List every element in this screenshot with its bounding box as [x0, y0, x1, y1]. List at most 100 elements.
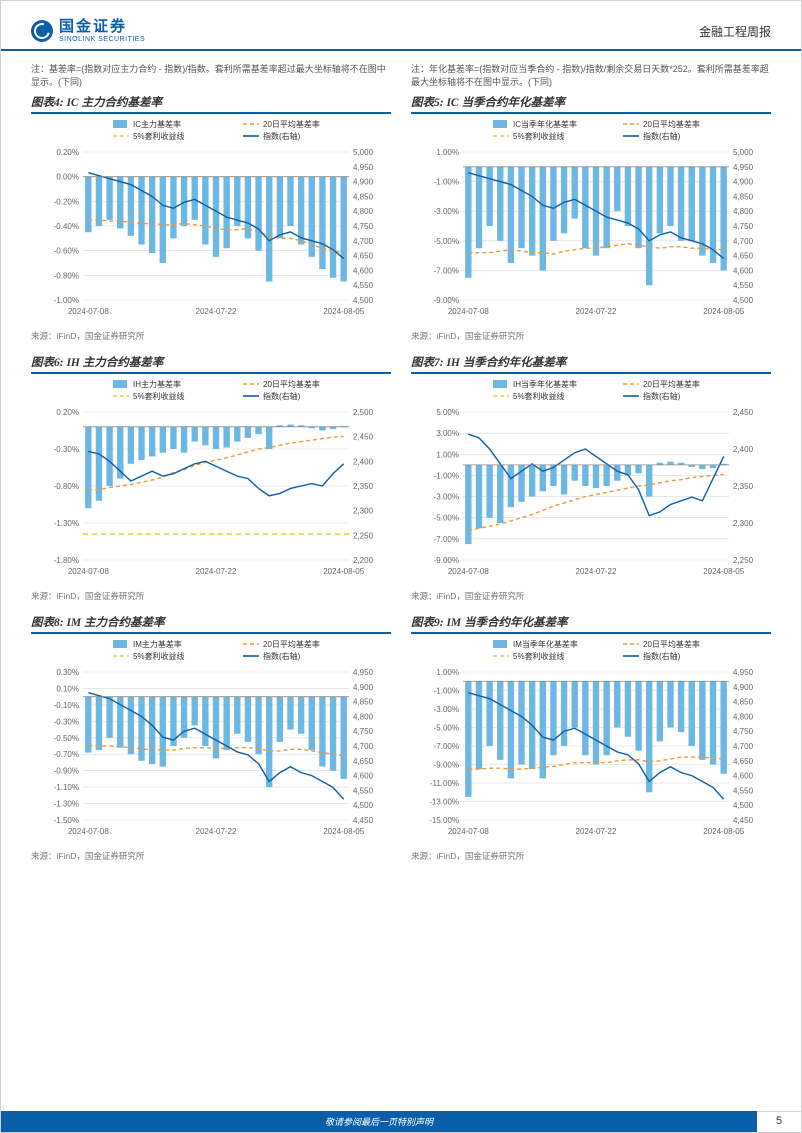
svg-text:4,750: 4,750 — [353, 728, 374, 737]
svg-text:4,500: 4,500 — [353, 296, 374, 305]
svg-text:-1.00%: -1.00% — [434, 472, 459, 481]
svg-text:2024-07-22: 2024-07-22 — [576, 567, 617, 576]
svg-text:-9.00%: -9.00% — [434, 556, 459, 565]
svg-text:-11.00%: -11.00% — [430, 779, 459, 788]
svg-text:4,700: 4,700 — [733, 742, 754, 751]
svg-text:4,900: 4,900 — [733, 683, 754, 692]
chart7: 图表7: IH 当季合约年化基差率5.00%3.00%1.00%-1.00%-3… — [411, 354, 771, 608]
chart-title: 图表6: IH 主力合约基差率 — [31, 354, 391, 374]
svg-text:4,850: 4,850 — [733, 193, 754, 202]
svg-text:-5.00%: -5.00% — [434, 514, 459, 523]
svg-text:4,650: 4,650 — [353, 757, 374, 766]
chart-svg: 0.20%-0.30%-0.80%-1.30%-1.80%2,5002,4502… — [31, 378, 391, 588]
svg-text:2024-07-08: 2024-07-08 — [68, 307, 109, 316]
svg-text:2,250: 2,250 — [353, 532, 374, 541]
svg-text:4,650: 4,650 — [733, 252, 754, 261]
svg-text:20日平均基差率: 20日平均基差率 — [263, 379, 320, 389]
svg-text:4,750: 4,750 — [353, 222, 374, 231]
logo-icon — [31, 20, 53, 42]
svg-text:4,450: 4,450 — [733, 816, 754, 825]
svg-text:4,600: 4,600 — [733, 772, 754, 781]
svg-text:5%套利收益线: 5%套利收益线 — [133, 651, 185, 661]
svg-text:2024-07-08: 2024-07-08 — [448, 307, 489, 316]
svg-text:指数(右轴): 指数(右轴) — [643, 391, 681, 401]
svg-text:4,550: 4,550 — [353, 787, 374, 796]
svg-text:-1.50%: -1.50% — [54, 816, 79, 825]
svg-text:-1.00%: -1.00% — [434, 178, 459, 187]
chart-source: 来源：iFinD，国金证券研究所 — [411, 590, 771, 602]
chart-source: 来源：iFinD，国金证券研究所 — [31, 330, 391, 342]
svg-text:2,350: 2,350 — [733, 482, 754, 491]
svg-text:20日平均基差率: 20日平均基差率 — [643, 639, 700, 649]
svg-text:2024-07-08: 2024-07-08 — [448, 827, 489, 836]
svg-text:5.00%: 5.00% — [436, 408, 459, 417]
svg-text:-0.80%: -0.80% — [54, 482, 79, 491]
svg-text:-0.30%: -0.30% — [54, 445, 79, 454]
chart5: 图表5: IC 当季合约年化基差率1.00%-1.00%-3.00%-5.00%… — [411, 94, 771, 348]
svg-text:-9.00%: -9.00% — [434, 761, 459, 770]
svg-text:4,450: 4,450 — [353, 816, 374, 825]
chart-svg: 0.30%0.10%-0.10%-0.30%-0.50%-0.70%-0.90%… — [31, 638, 391, 848]
svg-text:4,900: 4,900 — [353, 683, 374, 692]
svg-text:-13.00%: -13.00% — [429, 798, 459, 807]
svg-text:4,950: 4,950 — [733, 668, 754, 677]
svg-text:2024-07-22: 2024-07-22 — [196, 567, 237, 576]
svg-text:-15.00%: -15.00% — [429, 816, 459, 825]
svg-text:IH主力基差率: IH主力基差率 — [133, 379, 181, 389]
svg-text:IM当季年化基差率: IM当季年化基差率 — [513, 639, 578, 649]
svg-text:2024-07-08: 2024-07-08 — [68, 827, 109, 836]
chart-source: 来源：iFinD，国金证券研究所 — [31, 590, 391, 602]
svg-text:1.00%: 1.00% — [436, 451, 459, 460]
content: 注：基差率=(指数对应主力合约 - 指数)/指数。套利所需基差率超过最大坐标轴将… — [1, 51, 801, 868]
svg-text:2024-07-22: 2024-07-22 — [576, 307, 617, 316]
svg-text:-5.00%: -5.00% — [434, 724, 459, 733]
svg-text:4,600: 4,600 — [353, 772, 374, 781]
svg-text:4,850: 4,850 — [353, 698, 374, 707]
svg-text:0.20%: 0.20% — [56, 408, 79, 417]
svg-text:0.00%: 0.00% — [56, 173, 79, 182]
chart-title: 图表8: IM 主力合约基差率 — [31, 614, 391, 634]
charts-grid: 图表4: IC 主力合约基差率0.20%0.00%-0.20%-0.40%-0.… — [31, 94, 771, 868]
svg-text:20日平均基差率: 20日平均基差率 — [643, 119, 700, 129]
chart-source: 来源：iFinD，国金证券研究所 — [31, 850, 391, 862]
svg-text:IC主力基差率: IC主力基差率 — [133, 119, 181, 129]
svg-text:20日平均基差率: 20日平均基差率 — [263, 639, 320, 649]
svg-text:5%套利收益线: 5%套利收益线 — [513, 131, 565, 141]
svg-text:4,750: 4,750 — [733, 222, 754, 231]
svg-text:2024-07-22: 2024-07-22 — [196, 827, 237, 836]
svg-text:5%套利收益线: 5%套利收益线 — [513, 651, 565, 661]
svg-text:0.20%: 0.20% — [56, 148, 79, 157]
svg-text:20日平均基差率: 20日平均基差率 — [263, 119, 320, 129]
svg-text:-1.30%: -1.30% — [54, 519, 79, 528]
svg-text:2,400: 2,400 — [733, 445, 754, 454]
svg-text:IC当季年化基差率: IC当季年化基差率 — [513, 119, 577, 129]
svg-text:2,250: 2,250 — [733, 556, 754, 565]
svg-text:4,950: 4,950 — [353, 163, 374, 172]
svg-text:指数(右轴): 指数(右轴) — [263, 391, 301, 401]
svg-text:2,450: 2,450 — [733, 408, 754, 417]
svg-text:4,950: 4,950 — [353, 668, 374, 677]
chart-svg: 1.00%-1.00%-3.00%-5.00%-7.00%-9.00%5,000… — [411, 118, 771, 328]
svg-text:2024-07-22: 2024-07-22 — [196, 307, 237, 316]
svg-text:4,500: 4,500 — [353, 802, 374, 811]
svg-text:4,800: 4,800 — [353, 208, 374, 217]
svg-text:2024-08-05: 2024-08-05 — [323, 567, 364, 576]
svg-text:2024-08-05: 2024-08-05 — [703, 567, 744, 576]
chart-title: 图表4: IC 主力合约基差率 — [31, 94, 391, 114]
svg-text:2,300: 2,300 — [733, 519, 754, 528]
svg-text:4,800: 4,800 — [733, 208, 754, 217]
svg-text:4,600: 4,600 — [733, 267, 754, 276]
svg-text:5,000: 5,000 — [733, 148, 754, 157]
svg-text:2024-07-08: 2024-07-08 — [448, 567, 489, 576]
svg-text:4,550: 4,550 — [733, 787, 754, 796]
footer: 敬请参阅最后一页特别声明 5 — [1, 1111, 801, 1132]
chart-source: 来源：iFinD，国金证券研究所 — [411, 330, 771, 342]
svg-text:IH当季年化基差率: IH当季年化基差率 — [513, 379, 577, 389]
svg-text:2024-08-05: 2024-08-05 — [323, 307, 364, 316]
svg-text:4,700: 4,700 — [353, 237, 374, 246]
chart6: 图表6: IH 主力合约基差率0.20%-0.30%-0.80%-1.30%-1… — [31, 354, 391, 608]
footer-page: 5 — [757, 1111, 801, 1132]
svg-text:-7.00%: -7.00% — [434, 535, 459, 544]
svg-text:4,700: 4,700 — [353, 742, 374, 751]
chart8: 图表8: IM 主力合约基差率 0.30%0.10%-0.10%-0.30%-0.… — [31, 614, 391, 868]
